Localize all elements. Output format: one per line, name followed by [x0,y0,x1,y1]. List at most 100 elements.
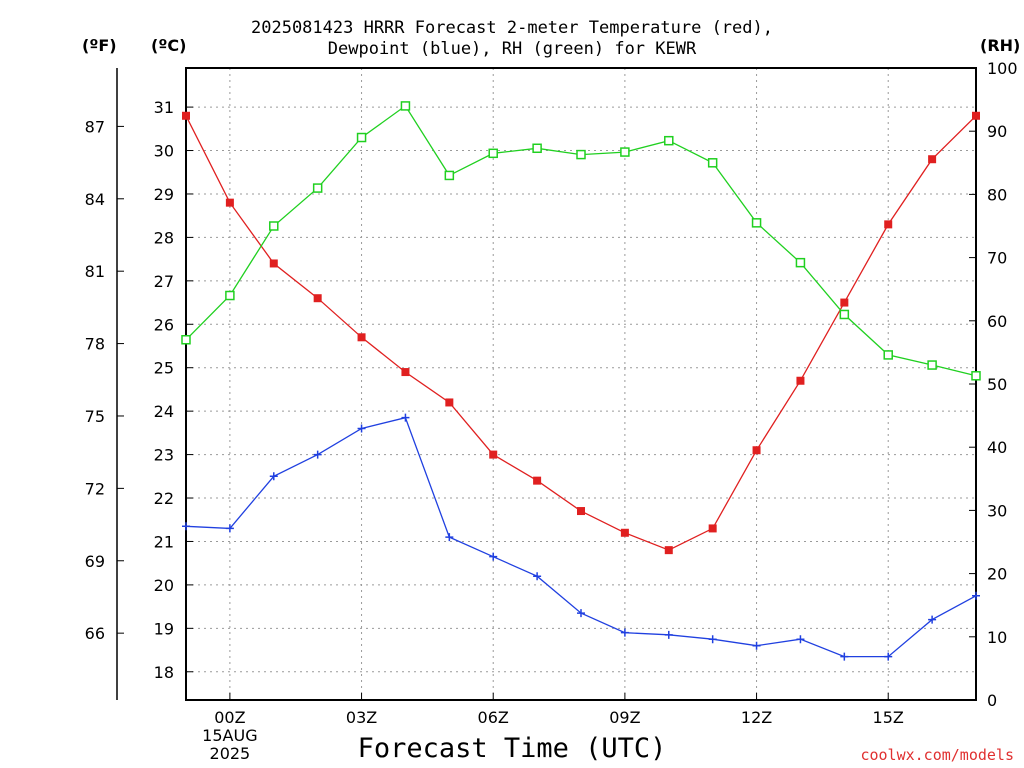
rh-data-point [400,101,411,111]
rh-tick-label: 100 [987,59,1018,78]
fahrenheit-tick-label: 81 [85,262,105,281]
dewpoint-data-point [225,524,234,533]
rh-data-point [620,147,630,157]
rh-data-point [751,218,762,228]
dewpoint-data-point [269,472,278,481]
dewpoint-data-point [884,652,893,661]
temperature-data-point [269,259,278,268]
temperature-data-point [928,155,937,164]
temperature-data-point [972,111,980,120]
dewpoint-data-point [533,572,542,581]
rh-data-point [576,149,586,160]
celsius-tick-label: 31 [154,98,174,117]
rh-data-point [795,257,806,268]
temperature-data-point [840,298,849,307]
dewpoint-data-point [357,424,366,433]
temperature-data-point [884,220,893,229]
rh-tick-label: 60 [987,312,1007,331]
temperature-series-line [185,115,977,551]
rh-data-point [225,290,235,301]
rh-tick-label: 0 [987,691,997,710]
fahrenheit-axis-unit: (ºF) [82,36,117,55]
plot-frame [185,67,977,701]
dewpoint-data-point [401,413,410,422]
dewpoint-data-point [313,450,322,459]
dewpoint-data-point [752,641,761,650]
temperature-data-point [708,524,717,533]
temperature-data-point [225,198,234,207]
rh-data-point [971,371,981,381]
dewpoint-data-point [840,652,849,661]
x-tick-year-label: 2025 [210,744,251,763]
temperature-data-point [796,376,805,385]
fahrenheit-tick-label: 78 [85,335,105,354]
x-tick-label: 09Z [609,708,640,727]
dewpoint-data-point [489,552,498,561]
rh-axis-unit: (RH) [980,36,1021,55]
celsius-tick-label: 20 [154,576,174,595]
rh-tick-label: 50 [987,375,1007,394]
temperature-data-point [664,546,673,555]
rh-data-point [444,170,455,181]
celsius-tick-label: 21 [154,532,174,551]
fahrenheit-tick-label: 66 [85,624,105,643]
rh-tick-label: 30 [987,501,1007,520]
rh-series-line [185,104,977,377]
dewpoint-data-point [972,591,980,600]
dewpoint-data-point [445,533,454,542]
dewpoint-data-point [796,635,805,644]
fahrenheit-tick-label: 84 [85,190,105,209]
temperature-data-point [313,294,322,303]
chart-subtitle: Dewpoint (blue), RH (green) for KEWR [327,39,697,59]
fahrenheit-tick-label: 72 [85,479,105,498]
celsius-tick-label: 28 [154,228,174,247]
dewpoint-series-line [185,416,977,658]
dewpoint-data-point [708,635,717,644]
dewpoint-data-point [664,630,673,639]
fahrenheit-tick-label: 75 [85,407,105,426]
rh-data-point [707,158,718,168]
dewpoint-data-point [577,609,585,618]
temperature-data-point [577,507,585,516]
x-tick-label: 06Z [478,708,509,727]
x-tick-label: 00Z [214,708,245,727]
temperature-data-point [620,528,629,537]
rh-tick-label: 10 [987,628,1007,647]
rh-tick-label: 40 [987,438,1007,457]
celsius-tick-label: 29 [154,185,174,204]
celsius-tick-label: 27 [154,272,174,291]
fahrenheit-tick-label: 69 [85,552,105,571]
rh-tick-label: 90 [987,122,1007,141]
rh-tick-label: 80 [987,185,1007,204]
credit-link[interactable]: coolwx.com/models [860,746,1014,764]
x-tick-label: 03Z [346,708,377,727]
rh-tick-label: 20 [987,565,1007,584]
celsius-tick-label: 22 [154,489,174,508]
celsius-tick-label: 30 [154,142,174,161]
dewpoint-data-point [182,522,190,531]
temperature-data-point [489,450,498,459]
celsius-tick-label: 19 [154,619,174,638]
x-tick-label: 15Z [873,708,904,727]
rh-tick-label: 70 [987,249,1007,268]
celsius-tick-label: 26 [154,315,174,334]
x-tick-date-label: 15AUG [202,726,257,745]
rh-data-point [356,132,367,143]
rh-data-point [664,135,674,146]
temperature-data-point [401,368,410,377]
celsius-tick-label: 24 [154,402,174,421]
x-tick-label: 12Z [741,708,772,727]
rh-data-point [181,335,191,345]
celsius-tick-label: 25 [154,359,174,378]
fahrenheit-tick-label: 87 [85,117,105,136]
dewpoint-data-point [928,615,937,624]
rh-data-point [839,309,850,320]
celsius-tick-label: 18 [154,663,174,682]
chart-title: 2025081423 HRRR Forecast 2-meter Tempera… [251,18,773,38]
celsius-tick-label: 23 [154,446,174,465]
x-axis-label: Forecast Time (UTC) [357,733,667,764]
dewpoint-data-point [620,628,629,637]
temperature-data-point [182,111,190,120]
rh-data-point [488,148,498,159]
